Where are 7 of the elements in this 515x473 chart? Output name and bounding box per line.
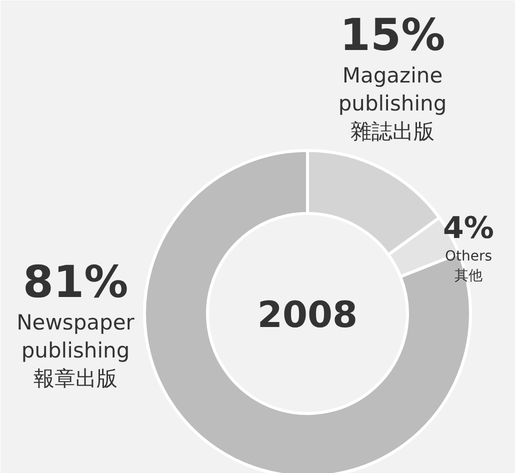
data-label: 4% [443,211,494,246]
slice-label: Magazine publishing 雜誌出版 [338,64,447,144]
slice-label: Newspaper publishing 報章出版 [16,310,135,390]
slice-label: Others 其他 [444,248,492,284]
data-label: 81% [22,257,128,308]
text: 2008 [257,295,358,336]
data-label: 15% [340,10,446,61]
